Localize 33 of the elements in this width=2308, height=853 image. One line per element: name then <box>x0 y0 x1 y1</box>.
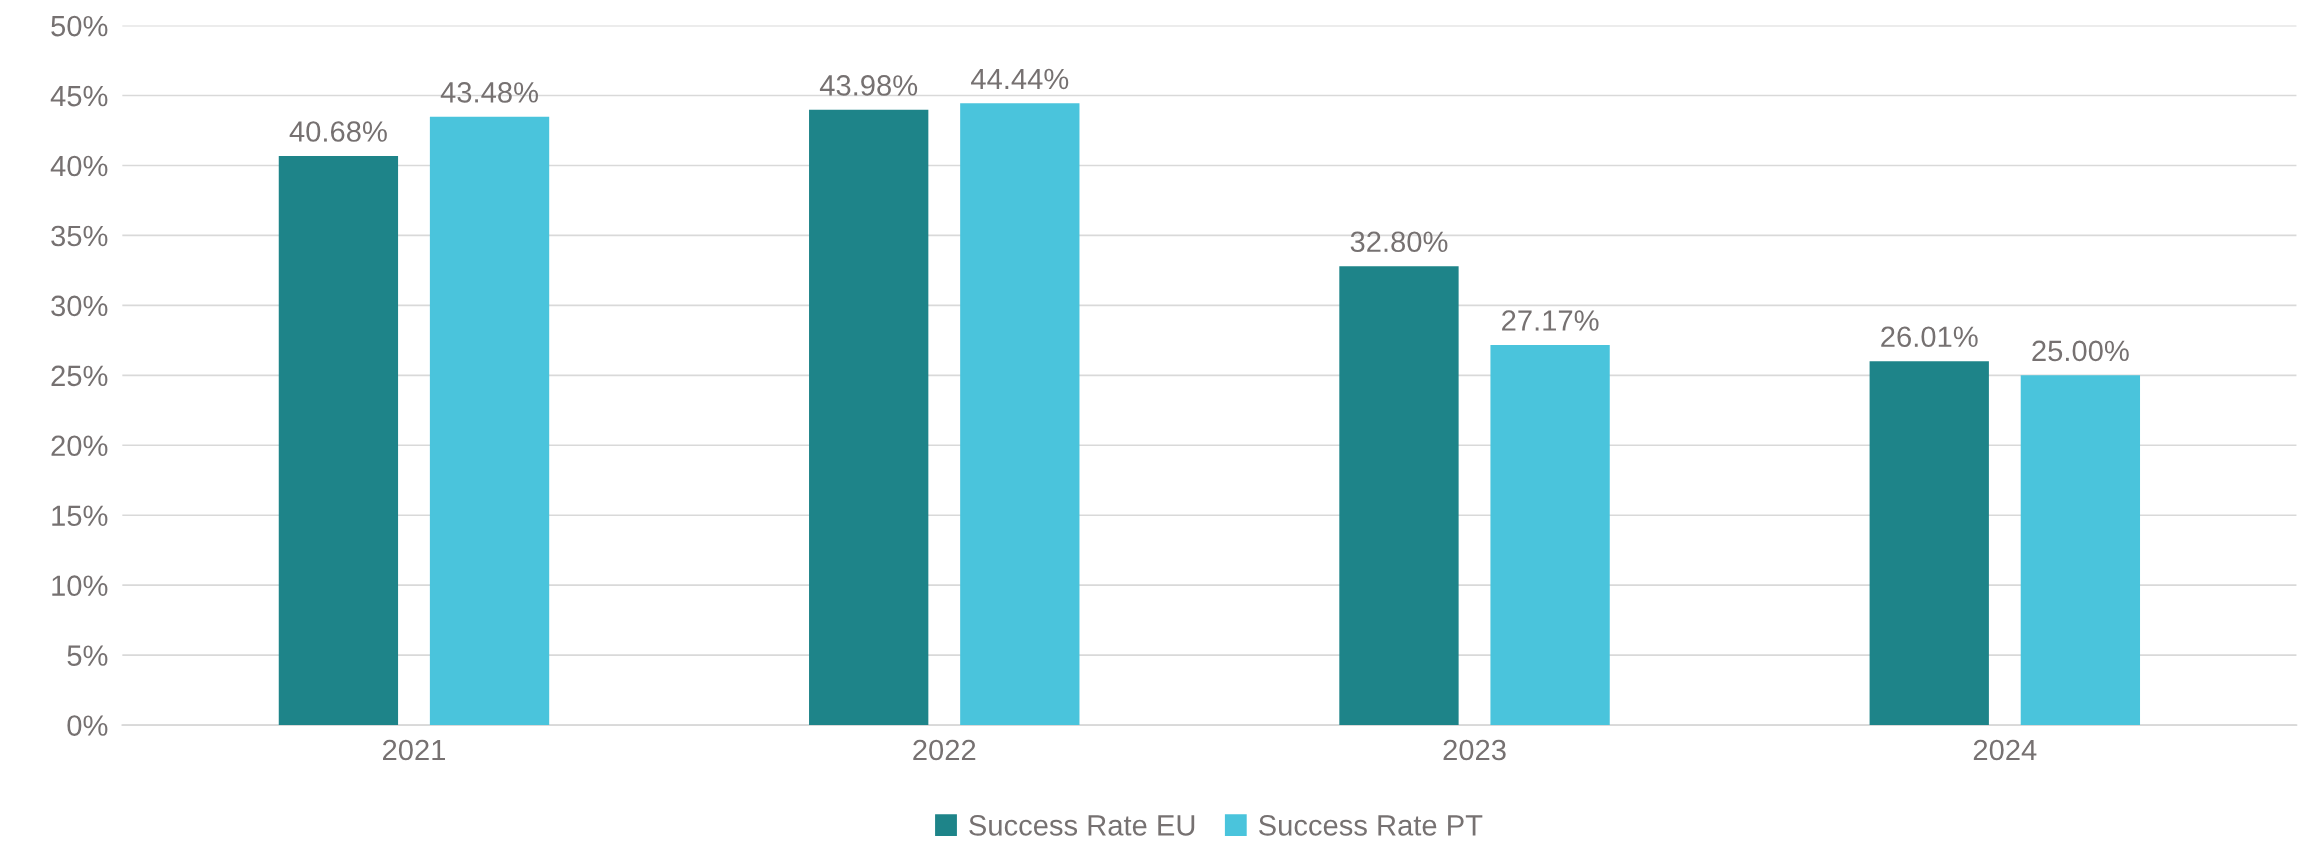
data-label: 27.17% <box>1502 310 1599 331</box>
data-label: 44.44% <box>971 68 1069 90</box>
data-label: 43.48% <box>440 82 538 103</box>
y-tick-label: 45% <box>50 85 108 107</box>
y-tick-label: 30% <box>51 295 108 317</box>
y-tick-label: 5% <box>67 645 108 666</box>
x-tick-label: 2023 <box>1443 739 1506 761</box>
bar <box>278 155 399 726</box>
y-tick-label: 0% <box>67 715 108 736</box>
x-tick-label: 2024 <box>1973 739 2037 761</box>
data-label: 26.01% <box>1881 326 1978 348</box>
y-tick-label: 15% <box>52 505 108 527</box>
y-tick-label: 40% <box>50 155 108 177</box>
bar <box>1490 344 1610 726</box>
bar <box>809 109 929 726</box>
y-tick-label: 25% <box>51 365 108 387</box>
data-label: 32.80% <box>1350 231 1448 253</box>
bar <box>960 103 1080 726</box>
data-label: 25.00% <box>2032 340 2129 362</box>
data-label: 43.98% <box>819 75 918 96</box>
y-tick-label: 20% <box>51 435 108 457</box>
bar <box>1339 266 1459 726</box>
x-tick-label: 2022 <box>913 739 976 761</box>
legend-label: Success Rate EU <box>969 815 1195 836</box>
bar <box>2020 375 2141 726</box>
bar <box>429 116 550 726</box>
y-tick-label: 50% <box>51 15 108 37</box>
y-tick-label: 35% <box>51 225 108 247</box>
x-tick-label: 2021 <box>383 739 445 761</box>
y-tick-label: 10% <box>52 575 108 597</box>
bar <box>1869 361 1989 726</box>
legend-label: Success Rate PT <box>1259 815 1483 836</box>
data-label: 40.68% <box>289 121 387 142</box>
